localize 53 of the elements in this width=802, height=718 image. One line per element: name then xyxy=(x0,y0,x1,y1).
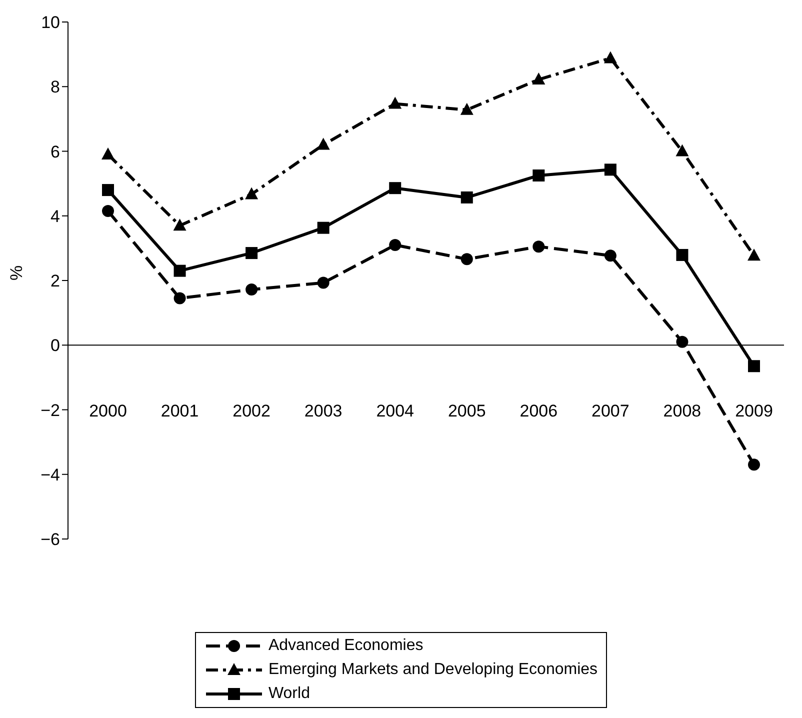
point xyxy=(748,458,760,471)
point xyxy=(676,336,688,348)
point xyxy=(604,250,616,262)
y-axis-title: % xyxy=(7,265,26,280)
x-tick-label: 2002 xyxy=(232,402,270,421)
point xyxy=(460,191,473,204)
point xyxy=(317,222,330,234)
point xyxy=(532,72,546,85)
point xyxy=(173,218,186,231)
x-tick-label: 2005 xyxy=(448,402,486,421)
point xyxy=(102,205,114,218)
point xyxy=(748,360,760,372)
point xyxy=(174,264,186,277)
legend-label: Advanced Economies xyxy=(268,637,424,655)
legend-label: Emerging Markets and Developing Economies xyxy=(268,661,598,679)
point xyxy=(246,284,258,296)
y-tick-label: −2 xyxy=(40,400,60,420)
point xyxy=(748,248,760,261)
point xyxy=(389,238,402,251)
x-tick-label: 2001 xyxy=(160,402,199,421)
y-tick-label: 2 xyxy=(50,272,60,291)
point xyxy=(460,253,473,266)
x-tick-label: 2007 xyxy=(592,402,630,421)
point xyxy=(604,51,617,64)
x-tick-label: 2006 xyxy=(520,402,558,421)
y-tick-label: 4 xyxy=(50,206,60,226)
x-tick-label: 2009 xyxy=(735,402,773,421)
legend-label: World xyxy=(268,685,310,703)
point xyxy=(246,247,258,260)
x-tick-label: 2003 xyxy=(304,402,342,421)
y-tick-label: 8 xyxy=(50,78,60,97)
y-tick-label: −6 xyxy=(40,530,60,550)
point xyxy=(317,276,330,289)
point xyxy=(460,102,474,115)
y-tick-label: −4 xyxy=(40,465,60,484)
point xyxy=(174,292,186,304)
point xyxy=(245,187,258,200)
point xyxy=(389,182,402,194)
x-tick-label: 2004 xyxy=(376,402,414,421)
point xyxy=(604,164,616,176)
point xyxy=(316,138,330,150)
point xyxy=(102,184,114,196)
point xyxy=(676,144,689,156)
point xyxy=(102,147,114,160)
point xyxy=(532,240,545,253)
x-tick-label: 2000 xyxy=(89,402,127,421)
y-tick-label: 6 xyxy=(50,142,60,162)
y-tick-label: 10 xyxy=(41,13,60,32)
y-tick-label: 0 xyxy=(50,336,60,356)
point xyxy=(388,96,402,109)
x-tick-label: 2008 xyxy=(663,402,702,421)
point xyxy=(532,169,545,182)
point xyxy=(676,248,688,261)
